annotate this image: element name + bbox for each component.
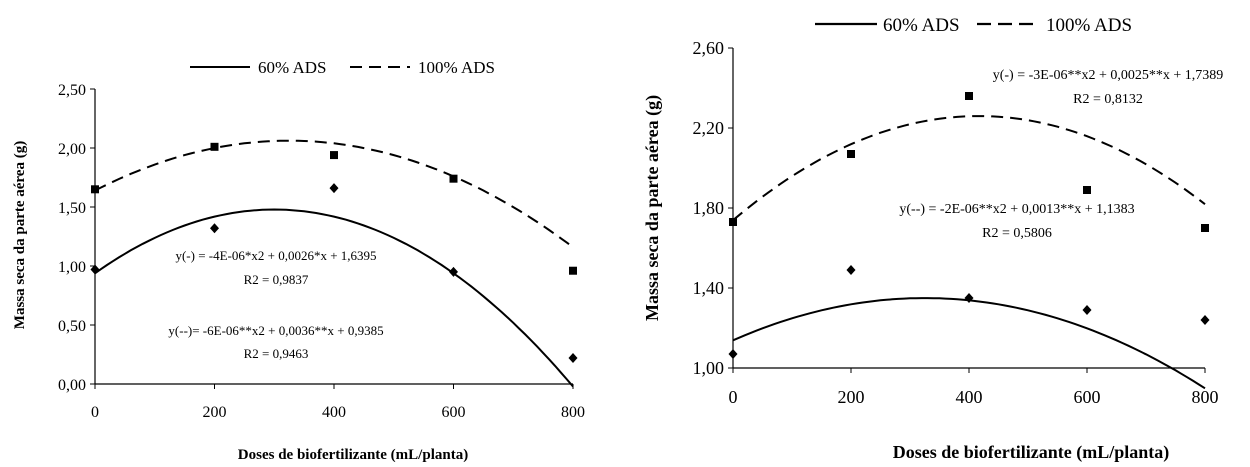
point-100-ads — [330, 151, 338, 160]
x-tick-label: 800 — [561, 404, 585, 421]
x-axis-title: Doses de biofertilizante (mL/planta) — [238, 447, 468, 463]
point-60-ads — [90, 264, 100, 275]
x-axis-title: Doses de biofertilizante (mL/planta) — [893, 442, 1169, 463]
point-60-ads — [210, 223, 219, 234]
legend-label-100-ads: 100% ADS — [1046, 15, 1132, 36]
fit-curve-100-ads — [94, 139, 574, 248]
point-100-ads — [569, 266, 577, 275]
equation-100-ads: y(-) = -4E-06*x2 + 0,0026*x + 1,6395 — [175, 248, 376, 263]
y-tick-label: 1,50 — [58, 200, 86, 217]
y-axis-title: Massa seca da parte aérea (g) — [12, 141, 28, 329]
x-tick-label: 400 — [322, 404, 346, 421]
equation-60-ads: y(--) = -2E-06**x2 + 0,0013**x + 1,1383 — [899, 202, 1134, 217]
x-tick-label: 0 — [91, 404, 99, 421]
fit-curve-100-ads — [732, 115, 1206, 221]
r2-60-ads: R2 = 0,5806 — [982, 226, 1052, 241]
legend-label-60-ads: 60% ADS — [883, 15, 960, 36]
y-tick-label: 0,00 — [58, 377, 86, 394]
point-100-ads — [847, 150, 855, 158]
fit-curve-60-ads — [94, 208, 574, 388]
point-100-ads — [1201, 224, 1209, 232]
chart-right: 60% ADS 100% ADS Massa seca da parte aér… — [642, 15, 1224, 463]
point-100-ads — [965, 92, 973, 100]
point-60-ads — [1082, 305, 1092, 315]
y-axis-title: Massa seca da parte aérea (g) — [642, 95, 663, 321]
point-60-ads — [846, 265, 856, 275]
r2-60-ads: R2 = 0,9463 — [244, 346, 309, 361]
legend-label-100-ads: 100% ADS — [418, 58, 495, 77]
legend-label-60-ads: 60% ADS — [258, 58, 326, 77]
point-100-ads — [1083, 186, 1091, 194]
y-tick-label: 1,00 — [58, 259, 86, 276]
point-100-ads — [91, 185, 99, 194]
y-tick-label: 0,50 — [58, 318, 86, 335]
point-60-ads — [329, 183, 339, 194]
x-tick-label: 400 — [956, 387, 983, 407]
x-tick-label: 0 — [729, 387, 738, 407]
y-tick-label: 2,60 — [693, 38, 725, 58]
x-tick-label: 200 — [203, 404, 227, 421]
point-60-ads — [1200, 315, 1210, 325]
y-tick-label: 1,00 — [693, 358, 725, 378]
equation-60-ads: y(--)= -6E-06**x2 + 0,0036**x + 0,9385 — [168, 323, 383, 338]
r2-100-ads: R2 = 0,9837 — [244, 272, 309, 287]
point-100-ads — [210, 142, 219, 151]
x-tick-label: 200 — [838, 387, 865, 407]
y-tick-label: 1,40 — [693, 278, 725, 298]
point-60-ads — [449, 266, 458, 277]
y-tick-label: 2,50 — [58, 82, 86, 99]
equation-100-ads: y(-) = -3E-06**x2 + 0,0025**x + 1,7389 — [993, 68, 1224, 83]
point-60-ads — [568, 353, 578, 364]
point-60-ads — [728, 349, 738, 359]
point-60-ads — [964, 293, 974, 303]
x-tick-label: 600 — [442, 404, 466, 421]
r2-100-ads: R2 = 0,8132 — [1073, 92, 1143, 107]
point-100-ads — [449, 174, 458, 183]
point-100-ads — [729, 218, 737, 226]
y-tick-label: 2,20 — [693, 118, 725, 138]
y-tick-label: 1,80 — [693, 198, 725, 218]
x-tick-label: 600 — [1074, 387, 1101, 407]
fit-curve-60-ads — [732, 297, 1206, 390]
x-tick-label: 800 — [1192, 387, 1219, 407]
y-tick-label: 2,00 — [58, 141, 86, 158]
chart-left: 60% ADS 100% ADS Massa seca da parte aér… — [12, 58, 585, 463]
